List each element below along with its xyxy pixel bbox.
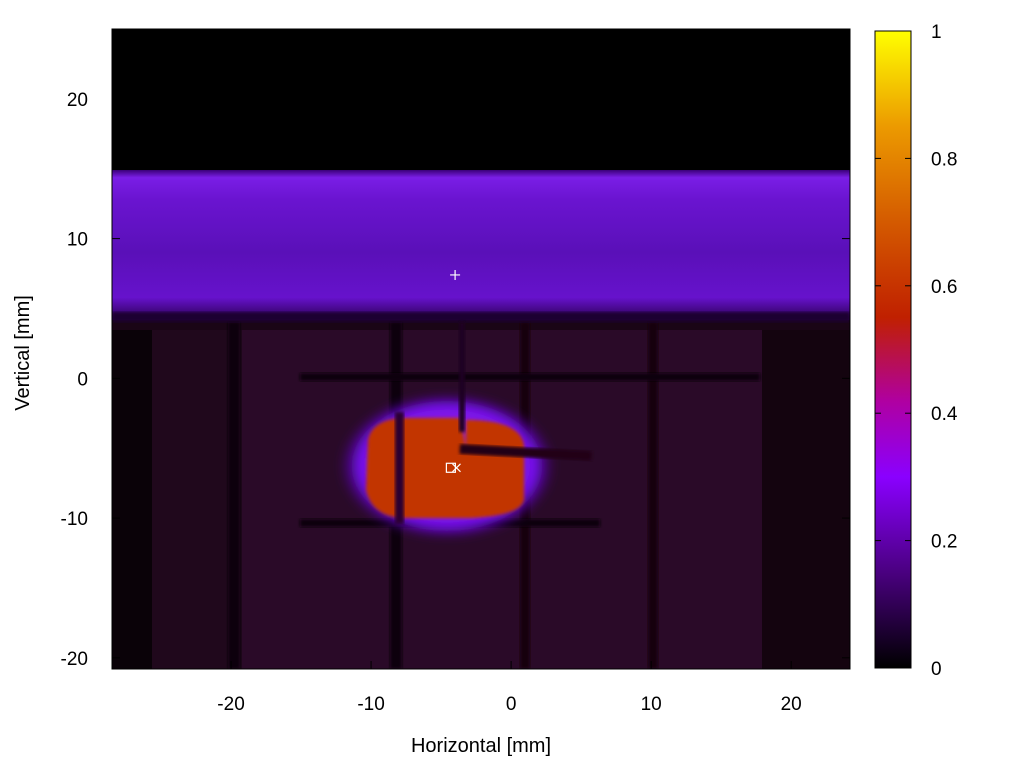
colorbar-tick-label: 0 [931, 659, 942, 680]
y-tick-label: -10 [61, 509, 88, 530]
x-tick-label: 10 [641, 694, 662, 715]
x-axis-title: Horizontal [mm] [411, 735, 551, 757]
heatmap [112, 29, 850, 669]
hot-spot-shadow [395, 412, 404, 524]
lower-dim-left-strip [152, 330, 242, 669]
y-tick-label: 10 [67, 230, 88, 251]
colorbar-tick-label: 0.8 [931, 149, 957, 170]
colorbar-tick-label: 0.4 [931, 404, 958, 425]
y-tick-label: -20 [61, 649, 88, 670]
shadow-line-vertical [228, 322, 240, 669]
x-tick-label: -20 [217, 694, 244, 715]
lower-dim-right-strip [762, 330, 850, 669]
y-tick-label: 0 [77, 369, 88, 390]
colorbar-axis: 0 0.2 0.4 0.6 0.8 1 [875, 22, 958, 680]
shadow-line-horizontal [300, 373, 760, 381]
hot-spot-core [366, 418, 524, 518]
markers [445, 269, 461, 473]
plot-frame [111, 28, 851, 670]
y-axis-title: Vertical [mm] [12, 295, 34, 411]
colorbar-tick-label: 0.2 [931, 532, 957, 553]
marker-square [445, 462, 456, 473]
colorbar [874, 30, 912, 669]
hot-spot-notch [459, 444, 592, 461]
y-axis: -20 -10 0 10 20 [61, 90, 850, 670]
x-tick-label: 20 [781, 694, 802, 715]
hot-spot-shadow [459, 322, 465, 432]
colorbar-tick-label: 1 [931, 22, 942, 43]
x-tick-label: -10 [357, 694, 384, 715]
x-axis: -20 -10 0 10 20 [217, 29, 802, 715]
colorbar-tick-label: 0.6 [931, 277, 957, 298]
x-tick-label: 0 [506, 694, 517, 715]
upper-band-dark-edge [112, 312, 850, 322]
marker-cross [452, 463, 461, 473]
shadow-line-vertical [648, 322, 658, 669]
y-tick-label: 20 [67, 90, 88, 111]
lower-dim-left-strip [112, 330, 152, 669]
upper-band [112, 170, 850, 320]
marker-plus [450, 269, 461, 280]
